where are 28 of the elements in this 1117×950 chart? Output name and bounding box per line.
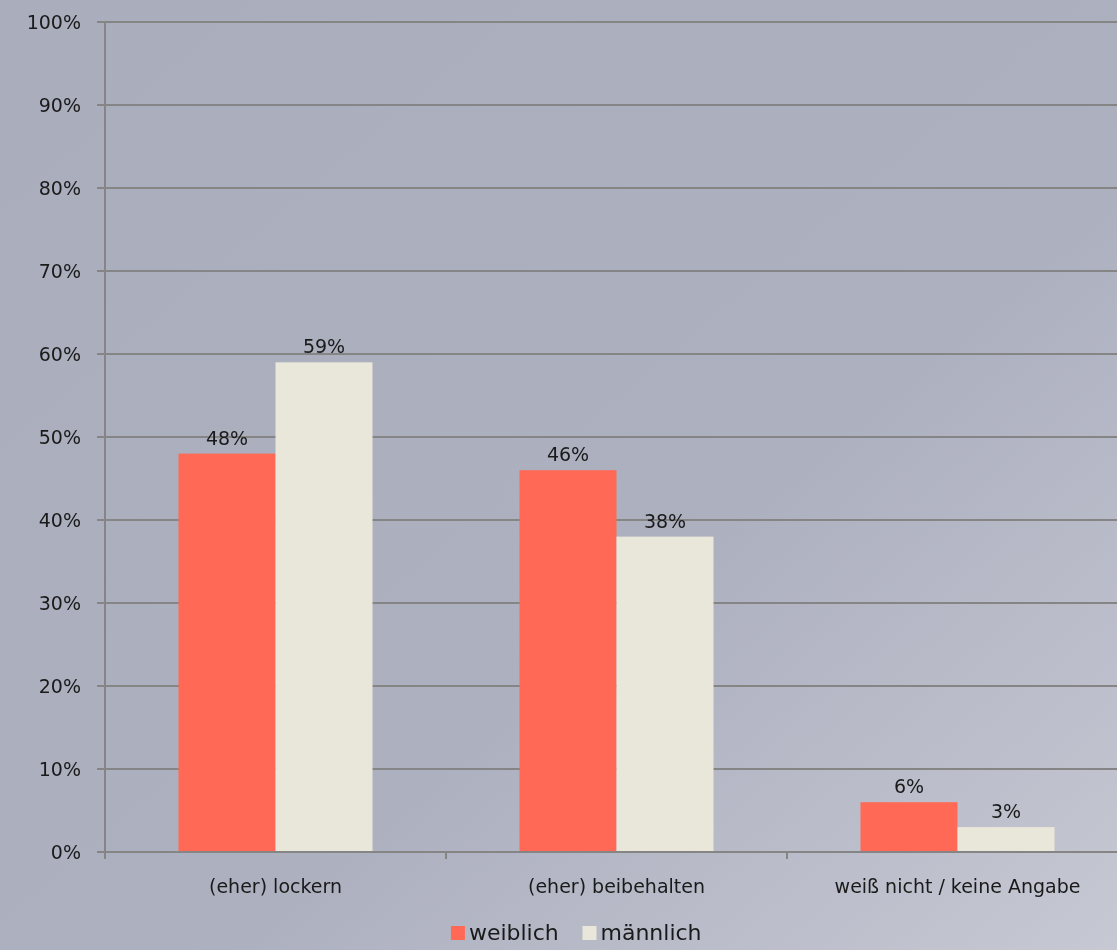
y-tick-label: 40% [38, 508, 81, 531]
y-tick-label: 30% [38, 591, 81, 614]
data-label: 38% [643, 509, 687, 532]
y-tick-label: 10% [38, 757, 81, 780]
x-tick-label: weiß nicht / keine Angabe [834, 875, 1081, 897]
bar [519, 470, 617, 852]
bar [616, 536, 714, 852]
y-tick-label: 0% [50, 840, 81, 863]
y-tick-label: 70% [38, 259, 81, 282]
y-tick-label: 20% [38, 674, 81, 697]
y-tick-label: 90% [38, 93, 81, 116]
data-label: 6% [893, 775, 925, 798]
x-tick-label: (eher) lockern [209, 875, 342, 897]
bar [860, 802, 958, 852]
y-tick-label: 100% [26, 10, 81, 33]
legend-label: männlich [600, 920, 702, 945]
legend-label: weiblich [468, 920, 559, 945]
bar [178, 453, 276, 852]
y-tick-label: 50% [38, 425, 81, 448]
data-label: 3% [990, 800, 1022, 823]
x-tick-label: (eher) beibehalten [527, 875, 706, 897]
y-tick-label: 60% [38, 342, 81, 365]
data-label: 59% [302, 335, 346, 358]
data-label: 46% [546, 443, 590, 466]
y-tick-label: 80% [38, 176, 81, 199]
bar [275, 362, 373, 852]
bar [957, 827, 1055, 852]
data-label: 48% [205, 426, 249, 449]
